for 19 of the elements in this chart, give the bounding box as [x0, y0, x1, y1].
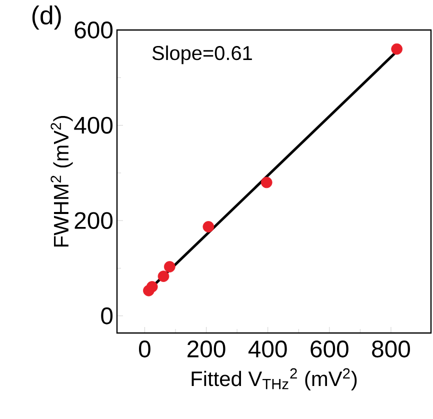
point [158, 270, 170, 282]
y-tick-label: 400 [74, 116, 113, 134]
x-tick-label: 400 [248, 340, 287, 358]
point [391, 43, 403, 55]
x-tick-label: 200 [188, 340, 226, 358]
y-tick-label: 0 [101, 307, 113, 324]
x-tick-label: 800 [372, 340, 410, 358]
text: (d) [32, 6, 61, 30]
y-tick-label: 200 [74, 212, 113, 230]
point [202, 221, 214, 232]
x-axis-title: Fitted V$_{THz}$$^{2}$ (mV$^{2}$) [192, 368, 357, 390]
y-tick-label: 600 [74, 22, 113, 38]
point [164, 261, 176, 272]
point [146, 281, 158, 292]
annotation: Slope=0.61 [152, 46, 252, 64]
point [260, 176, 272, 188]
y-axis-title: FWHM$^{2}$ (mV$^{2}$) [50, 116, 73, 247]
x-tick-label: 600 [310, 340, 348, 358]
x-tick-label: 0 [138, 340, 150, 358]
